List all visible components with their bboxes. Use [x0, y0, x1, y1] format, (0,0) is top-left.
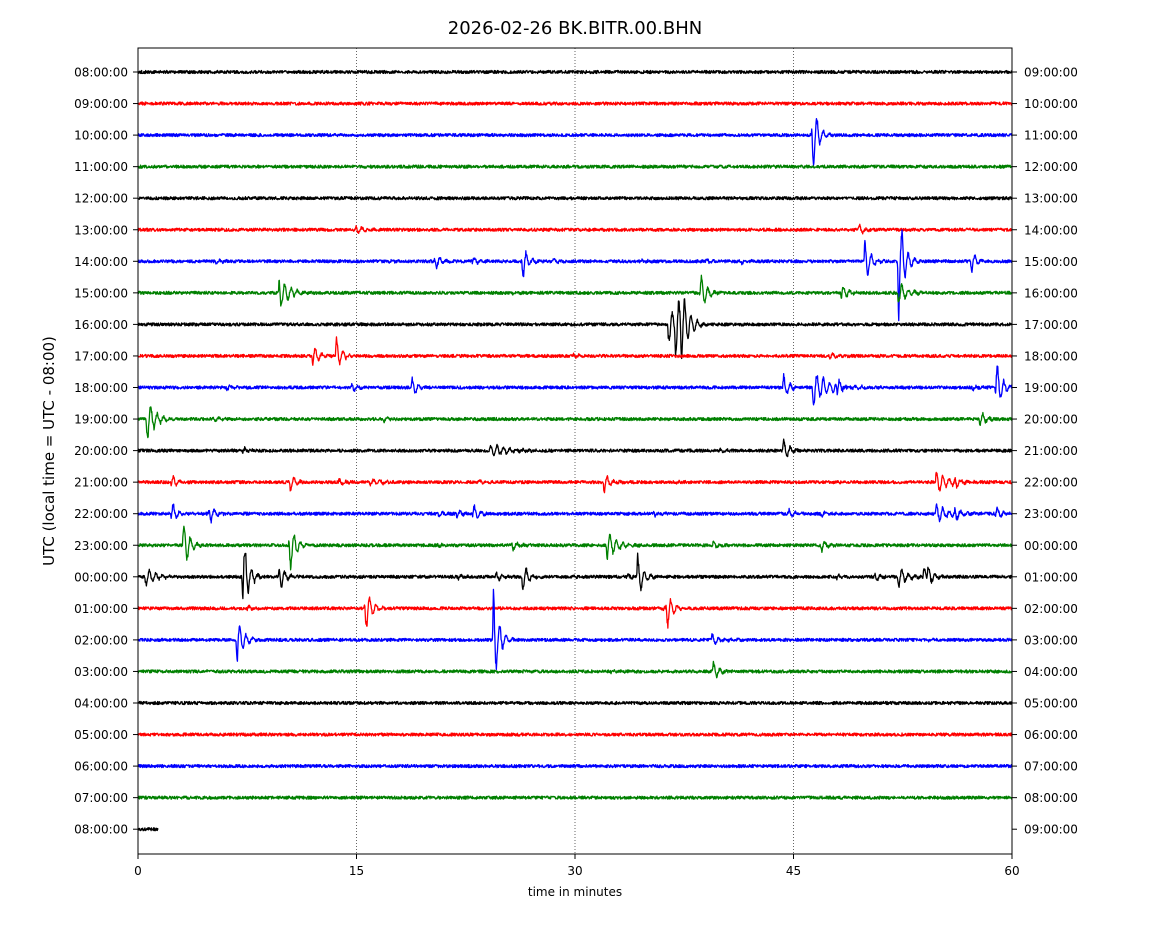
- local-tick-label: 19:00:00: [1024, 381, 1078, 395]
- trace-row-4: [137, 196, 1013, 201]
- utc-tick-label: 16:00:00: [74, 318, 128, 332]
- local-tick-label: 17:00:00: [1024, 318, 1078, 332]
- trace-row-15: [137, 525, 1013, 571]
- trace-row-7: [137, 274, 1013, 307]
- utc-tick-label: 18:00:00: [74, 381, 128, 395]
- chart-title: 2026-02-26 BK.BITR.00.BHN: [448, 18, 702, 39]
- utc-tick-label: 07:00:00: [74, 791, 128, 805]
- trace-row-18: [137, 588, 1013, 671]
- local-tick-label: 13:00:00: [1024, 192, 1078, 206]
- local-tick-label: 04:00:00: [1024, 665, 1078, 679]
- utc-tick-label: 00:00:00: [74, 570, 128, 584]
- local-tick-label: 11:00:00: [1024, 129, 1078, 143]
- local-tick-label: 22:00:00: [1024, 476, 1078, 490]
- utc-tick-label: 13:00:00: [74, 223, 128, 237]
- utc-tick-label: 23:00:00: [74, 539, 128, 553]
- trace-row-1: [137, 101, 1013, 106]
- trace-row-17: [137, 596, 1013, 629]
- local-tick-label: 02:00:00: [1024, 602, 1078, 616]
- utc-tick-label: 21:00:00: [74, 476, 128, 490]
- utc-tick-label: 02:00:00: [74, 633, 128, 647]
- trace-row-24: [137, 827, 159, 832]
- local-tick-label: 09:00:00: [1024, 66, 1078, 80]
- x-tick-label: 0: [134, 864, 142, 878]
- local-tick-label: 03:00:00: [1024, 633, 1078, 647]
- local-tick-label: 20:00:00: [1024, 413, 1078, 427]
- trace-group: [137, 69, 1013, 832]
- x-tick-label: 15: [349, 864, 364, 878]
- local-tick-label: 01:00:00: [1024, 570, 1078, 584]
- trace-row-8: [137, 298, 1013, 360]
- trace-row-12: [137, 438, 1013, 458]
- utc-tick-label: 17:00:00: [74, 349, 128, 363]
- local-tick-label: 14:00:00: [1024, 223, 1078, 237]
- utc-tick-label: 14:00:00: [74, 255, 128, 269]
- utc-tick-label: 09:00:00: [74, 97, 128, 111]
- local-tick-label: 05:00:00: [1024, 697, 1078, 711]
- utc-tick-label: 11:00:00: [74, 160, 128, 174]
- utc-tick-label: 03:00:00: [74, 665, 128, 679]
- x-tick-label: 60: [1004, 864, 1019, 878]
- trace-row-13: [137, 471, 1013, 494]
- local-tick-label: 12:00:00: [1024, 160, 1078, 174]
- local-tick-label: 23:00:00: [1024, 507, 1078, 521]
- utc-tick-label: 20:00:00: [74, 444, 128, 458]
- trace-row-20: [137, 700, 1013, 706]
- trace-row-22: [137, 763, 1013, 769]
- trace-row-5: [137, 223, 1013, 235]
- utc-tick-label: 22:00:00: [74, 507, 128, 521]
- utc-tick-label: 12:00:00: [74, 192, 128, 206]
- utc-tick-label: 06:00:00: [74, 760, 128, 774]
- trace-row-9: [137, 336, 1013, 366]
- y-axis-right: 09:00:00 10:00:00 11:00:00 12:00:00 13:00:00…: [1012, 66, 1078, 837]
- trace-row-19: [137, 660, 1013, 679]
- trace-row-23: [137, 795, 1013, 800]
- utc-tick-label: 15:00:00: [74, 286, 128, 300]
- x-tick-label: 30: [567, 864, 582, 878]
- trace-row-14: [137, 503, 1013, 524]
- local-tick-label: 18:00:00: [1024, 349, 1078, 363]
- local-tick-label: 08:00:00: [1024, 791, 1078, 805]
- trace-row-2: [137, 118, 1013, 166]
- local-tick-label: 00:00:00: [1024, 539, 1078, 553]
- local-tick-label: 09:00:00: [1024, 823, 1078, 837]
- y-axis-left: 08:00:00 09:00:00 10:00:00 11:00:00 12:00:00…: [74, 66, 138, 837]
- utc-tick-label: 08:00:00: [74, 66, 128, 80]
- utc-tick-label: 04:00:00: [74, 697, 128, 711]
- trace-row-6: [137, 229, 1013, 322]
- utc-tick-label: 10:00:00: [74, 129, 128, 143]
- utc-tick-label: 01:00:00: [74, 602, 128, 616]
- local-tick-label: 10:00:00: [1024, 97, 1078, 111]
- utc-tick-label: 05:00:00: [74, 728, 128, 742]
- utc-tick-label: 19:00:00: [74, 413, 128, 427]
- y-axis-label: UTC (local time = UTC - 08:00): [40, 336, 58, 566]
- trace-row-3: [137, 164, 1013, 169]
- trace-row-21: [137, 732, 1013, 737]
- x-axis: 0 15 30 45 60: [134, 854, 1020, 878]
- trace-row-16: [137, 552, 1013, 600]
- trace-row-10: [137, 365, 1013, 406]
- trace-row-0: [137, 69, 1013, 75]
- utc-tick-label: 08:00:00: [74, 823, 128, 837]
- trace-row-11: [137, 406, 1013, 439]
- x-axis-label: time in minutes: [528, 885, 622, 899]
- local-tick-label: 15:00:00: [1024, 255, 1078, 269]
- x-tick-label: 45: [786, 864, 801, 878]
- local-tick-label: 16:00:00: [1024, 286, 1078, 300]
- local-tick-label: 07:00:00: [1024, 760, 1078, 774]
- local-tick-label: 06:00:00: [1024, 728, 1078, 742]
- local-tick-label: 21:00:00: [1024, 444, 1078, 458]
